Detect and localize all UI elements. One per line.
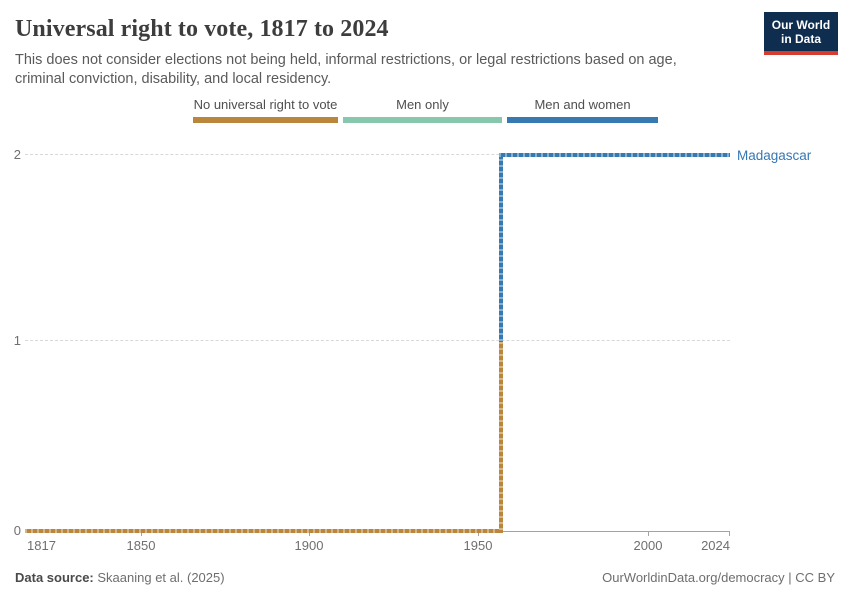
x-axis-tick-1950	[478, 531, 479, 536]
series-segment-men-and-women-horizontal	[499, 153, 730, 157]
legend-item-men-and-women[interactable]: Men and women	[507, 97, 658, 123]
series-segment-men-and-women-vertical	[499, 153, 503, 342]
owid-logo-red-bar	[764, 51, 838, 55]
legend-color-swatch	[193, 117, 338, 123]
x-axis-tick-2024	[729, 531, 730, 536]
x-axis-label-2024: 2024	[701, 538, 730, 553]
x-axis-tick-1900	[309, 531, 310, 536]
gridline-y1	[25, 340, 730, 341]
owid-logo-line1: Our World	[771, 18, 831, 32]
series-entity-label: Madagascar	[737, 148, 812, 163]
chart-subtitle: This does not consider elections not bei…	[15, 51, 735, 89]
owid-logo-text: Our World in Data	[764, 12, 838, 51]
x-axis-label-2000: 2000	[633, 538, 663, 553]
legend-label: No universal right to vote	[193, 97, 338, 112]
x-axis-tick-1850	[141, 531, 142, 536]
x-axis-label-1850: 1850	[126, 538, 156, 553]
data-source-note: Data source: Skaaning et al. (2025)	[15, 569, 225, 586]
series-segment-no-suffrage-vertical	[499, 342, 503, 533]
owid-url-license-link[interactable]: OurWorldinData.org/democracy | CC BY	[602, 570, 835, 585]
owid-logo[interactable]: Our World in Data	[764, 12, 838, 55]
y-axis-label-0: 0	[13, 523, 21, 538]
legend-label: Men only	[396, 97, 449, 112]
subtitle-line-1: This does not consider elections not bei…	[15, 52, 677, 68]
owid-logo-line2: in Data	[780, 32, 821, 46]
series-segment-no-suffrage-horizontal	[25, 529, 503, 533]
x-axis-label-1950: 1950	[463, 538, 493, 553]
legend-color-swatch	[507, 117, 658, 123]
x-axis-tick-2000	[648, 531, 649, 536]
x-axis-label-1817: 1817	[27, 538, 56, 553]
legend-label: Men and women	[534, 97, 631, 112]
y-axis-label-1: 1	[13, 333, 21, 348]
subtitle-line-2: criminal conviction, disability, and loc…	[15, 71, 332, 87]
data-source-label: Data source:	[15, 570, 94, 585]
gridline-y2	[25, 154, 730, 155]
y-axis-label-2: 2	[13, 147, 21, 162]
x-axis-label-1900: 1900	[294, 538, 324, 553]
page-title: Universal right to vote, 1817 to 2024	[15, 16, 389, 42]
data-source-value: Skaaning et al. (2025)	[97, 570, 225, 585]
legend-item-no-universal-right[interactable]: No universal right to vote	[193, 97, 338, 123]
legend-item-men-only[interactable]: Men only	[343, 97, 502, 123]
legend-color-swatch	[343, 117, 502, 123]
